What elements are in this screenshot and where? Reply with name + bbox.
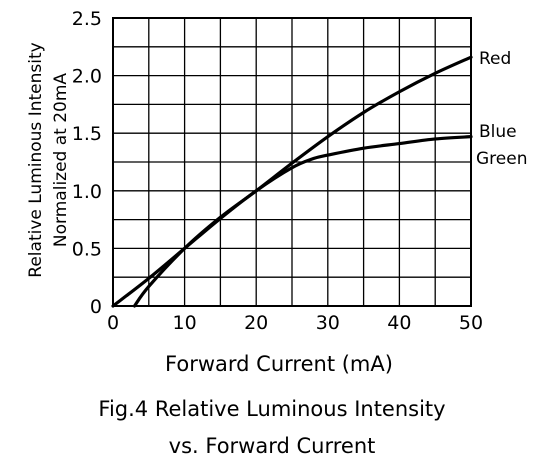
y-tick-label: 1.0 — [72, 181, 102, 203]
y-tick-label: 0.5 — [72, 238, 102, 260]
y-tick-label: 2.5 — [72, 8, 102, 30]
series-label-blue: Blue — [479, 122, 517, 142]
plot-frame — [112, 17, 472, 307]
y-axis-label-line1: Relative Luminous Intensity — [26, 42, 46, 277]
y-tick-label: 2.0 — [72, 66, 102, 88]
x-tick-labels: 0 10 20 30 40 50 — [107, 312, 483, 334]
x-tick-label: 30 — [316, 312, 340, 334]
x-tick-label: 50 — [459, 312, 483, 334]
series-label-red: Red — [479, 49, 511, 69]
y-tick-label: 1.5 — [72, 123, 102, 145]
grid — [112, 17, 472, 307]
y-tick-label: 0 — [90, 296, 102, 318]
y-tick-labels: 0 0.5 1.0 1.5 2.0 2.5 — [72, 8, 102, 318]
series-lines — [111, 55, 473, 308]
y-axis-label-line2: Normalized at 20mA — [51, 73, 71, 247]
x-tick-label: 0 — [107, 312, 119, 334]
x-tick-label: 40 — [387, 312, 411, 334]
caption-line2: vs. Forward Current — [169, 434, 376, 458]
x-tick-label: 10 — [173, 312, 197, 334]
x-axis-label: Forward Current (mA) — [165, 352, 393, 376]
series-label-green: Green — [476, 149, 527, 169]
series-line-blue-green — [111, 135, 473, 308]
caption-line1: Fig.4 Relative Luminous Intensity — [98, 397, 445, 421]
x-tick-label: 20 — [244, 312, 268, 334]
